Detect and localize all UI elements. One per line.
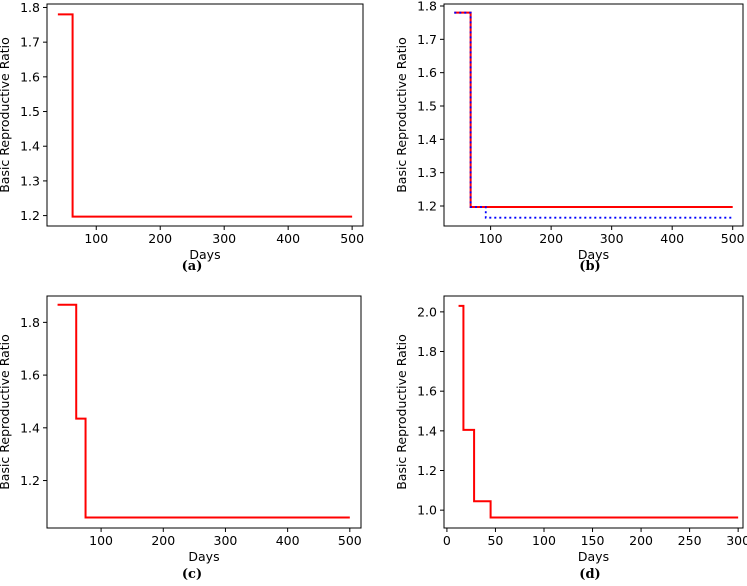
y-tick-label-b: 1.8 — [417, 0, 437, 14]
y-tick-label-c: 1.6 — [20, 368, 40, 383]
panel-d: 0 50 100 150 200 250 300 1.0 1.2 1.4 1.6 1.8 2.0 Days… — [394, 295, 747, 582]
y-tick-label-a: 1.8 — [20, 0, 40, 15]
panel-b: 100 200 300 400 500 1.2 1.3 1.4 1.5 1.6 1.7 1.8 Days… — [394, 0, 745, 274]
x-tick-label-c: 500 — [338, 533, 362, 548]
y-axis-label-a: Basic Reproductive Ratio — [0, 37, 12, 193]
y-tick-label-d: 1.4 — [417, 423, 437, 438]
y-tick-label-d: 1.2 — [417, 463, 437, 478]
x-axis-label-d: Days — [578, 549, 609, 564]
y-tick-label-d: 1.8 — [417, 344, 437, 359]
x-axis-label-b: Days — [578, 247, 609, 262]
x-tick-label-c: 400 — [276, 533, 300, 548]
y-axis-label-d: Basic Reproductive Ratio — [394, 334, 409, 490]
x-tick-label-a: 400 — [276, 231, 300, 246]
panel-a: 100 200 300 400 500 1.2 1.3 1.4 1.5 1.6 1.7 1.8 Days… — [0, 0, 364, 274]
x-tick-label-b: 200 — [539, 231, 563, 246]
y-tick-label-b: 1.2 — [417, 199, 437, 214]
x-tick-label-c: 300 — [214, 533, 238, 548]
x-tick-label-b: 400 — [660, 231, 684, 246]
x-tick-label-b: 500 — [721, 231, 745, 246]
y-tick-label-a: 1.3 — [20, 173, 40, 188]
x-tick-label-d: 50 — [487, 533, 503, 548]
x-tick-label-a: 500 — [340, 231, 364, 246]
x-tick-label-d: 0 — [443, 533, 451, 548]
y-tick-label-b: 1.3 — [417, 165, 437, 180]
y-axis-label-b: Basic Reproductive Ratio — [394, 37, 409, 193]
x-tick-label-d: 150 — [581, 533, 605, 548]
series-line-a-0 — [57, 13, 353, 218]
axes-frame-b — [443, 3, 744, 227]
x-tick-label-a: 100 — [84, 231, 108, 246]
y-tick-label-a: 1.4 — [20, 139, 40, 154]
axes-frame-a — [46, 3, 364, 227]
y-tick-label-d: 2.0 — [417, 304, 437, 319]
x-axis-label-c: Days — [188, 549, 219, 564]
x-tick-label-d: 300 — [726, 533, 747, 548]
y-tick-label-d: 1.6 — [417, 384, 437, 399]
series-line-c-0 — [57, 303, 350, 519]
axes-frame-c — [46, 295, 362, 529]
x-tick-label-d: 250 — [678, 533, 702, 548]
y-tick-label-d: 1.0 — [417, 503, 437, 518]
x-tick-label-c: 100 — [89, 533, 113, 548]
panel-caption-d: (d) — [579, 567, 600, 582]
x-axis-label-a: Days — [189, 247, 220, 262]
axes-frame-d — [443, 295, 744, 529]
x-tick-label-d: 100 — [532, 533, 556, 548]
y-tick-label-c: 1.2 — [20, 473, 40, 488]
x-tick-label-a: 200 — [148, 231, 172, 246]
y-tick-label-b: 1.7 — [417, 32, 437, 47]
panel-caption-b: (b) — [579, 259, 600, 274]
series-line-b-1 — [454, 11, 733, 219]
x-tick-label-b: 100 — [479, 231, 503, 246]
y-tick-label-b: 1.4 — [417, 132, 437, 147]
x-tick-label-b: 300 — [600, 231, 624, 246]
x-tick-label-a: 300 — [212, 231, 236, 246]
y-tick-label-c: 1.8 — [20, 315, 40, 330]
y-tick-label-b: 1.5 — [417, 99, 437, 114]
series-line-b-0 — [454, 11, 733, 208]
y-tick-label-b: 1.6 — [417, 65, 437, 80]
panel-c: 100 200 300 400 500 1.2 1.4 1.6 1.8 Days Basic Rep… — [0, 295, 362, 582]
panel-caption-c: (c) — [182, 567, 202, 582]
y-tick-label-a: 1.6 — [20, 69, 40, 84]
x-tick-label-c: 200 — [151, 533, 175, 548]
y-tick-label-c: 1.4 — [20, 420, 40, 435]
series-line-d-0 — [458, 304, 739, 519]
y-tick-label-a: 1.7 — [20, 35, 40, 50]
y-tick-label-a: 1.2 — [20, 208, 40, 223]
x-tick-label-d: 200 — [629, 533, 653, 548]
panel-caption-a: (a) — [182, 259, 203, 274]
y-axis-label-c: Basic Reproductive Ratio — [0, 334, 12, 490]
y-tick-label-a: 1.5 — [20, 104, 40, 119]
